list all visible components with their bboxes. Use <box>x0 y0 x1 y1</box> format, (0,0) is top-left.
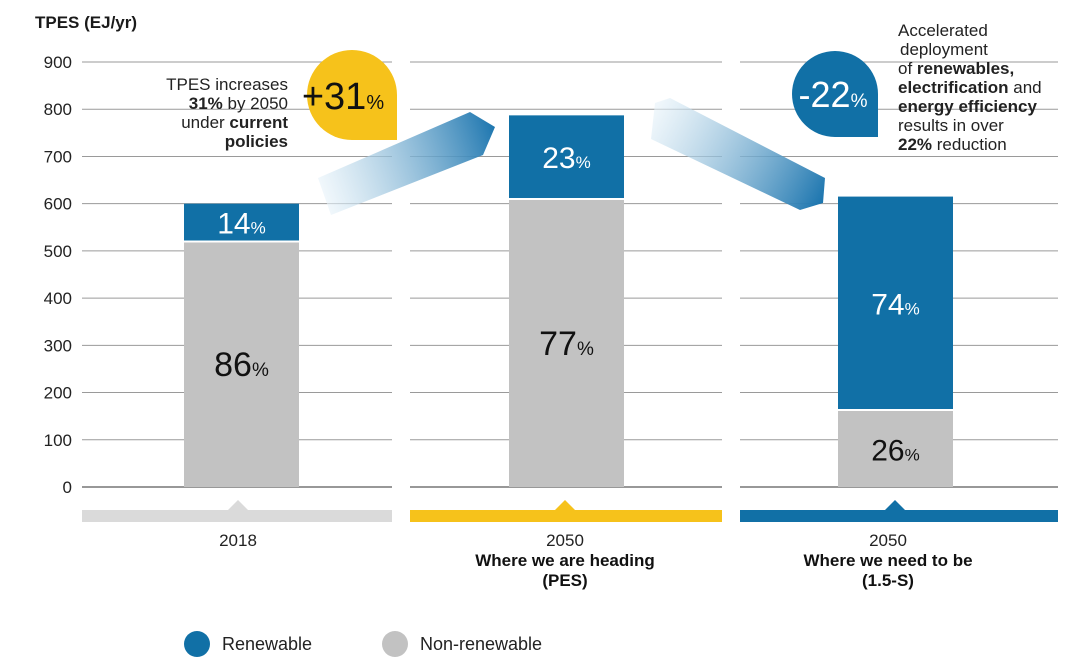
legend-nonrenewable-label: Non-renewable <box>420 633 543 654</box>
bar-label-renewable: 23% <box>542 142 591 175</box>
legend-renewable-label: Renewable <box>222 633 313 654</box>
category-band-pes-bar <box>410 510 722 522</box>
category-band-15s-bar <box>740 510 1058 522</box>
bar-label-renewable: 74% <box>871 288 920 321</box>
category-band-15s-marker <box>885 500 905 510</box>
bars: 86% 14% 77% 23% 26% 74% <box>184 115 953 487</box>
bar-label-nonrenewable: 86% <box>214 346 269 384</box>
increase-arrow <box>318 112 495 215</box>
annotation-right-electrification: electrification <box>898 78 1009 97</box>
y-tick-label: 400 <box>44 289 72 308</box>
category-label-pes-title: Where we are heading <box>475 551 655 570</box>
y-tick-label: 800 <box>44 100 72 119</box>
y-tick-label: 500 <box>44 242 72 261</box>
annotation-right-and: and <box>1008 78 1042 97</box>
legend-renewable-swatch <box>184 631 210 657</box>
increase-badge-shape <box>307 50 397 140</box>
legend-renewable: Renewable <box>184 630 312 658</box>
category-band-2018-marker <box>228 500 248 510</box>
decrease-badge-shape <box>792 51 878 137</box>
category-band-2018-bar <box>82 510 392 522</box>
category-band-pes-marker <box>555 500 575 510</box>
annotation-right-renewables: renewables, <box>916 59 1015 78</box>
annotation-right-reduction: reduction <box>932 135 1007 154</box>
category-label-pes-code: (PES) <box>542 571 587 590</box>
increase-badge-value: +31% <box>302 76 384 118</box>
annotation-right-line1: Accelerated <box>898 21 988 40</box>
legend-nonrenewable: Non-renewable <box>382 630 542 658</box>
y-tick-label: 300 <box>44 336 72 355</box>
annotation-left-current: current <box>229 113 288 132</box>
category-label-2018: 2018 <box>219 531 257 550</box>
y-tick-label: 200 <box>44 384 72 403</box>
annotation-left: TPES increases 31% by 2050 under current… <box>140 75 288 151</box>
y-tick-label: 100 <box>44 431 72 450</box>
annotation-left-line2: by 2050 <box>222 94 288 113</box>
bar-nonrenewable <box>509 198 624 487</box>
decrease-badge-value: -22% <box>799 74 868 115</box>
annotation-right-line3: of <box>898 59 917 78</box>
annotation-left-line1: TPES increases <box>166 75 288 94</box>
bar-label-renewable: 14% <box>217 208 266 241</box>
y-tick-label: 900 <box>44 53 72 72</box>
legend-nonrenewable-swatch <box>382 631 408 657</box>
category-band-pes <box>410 500 722 522</box>
y-axis-title: TPES (EJ/yr) <box>35 13 137 32</box>
bar-renewable <box>184 203 299 242</box>
bar-label-nonrenewable: 77% <box>539 325 594 363</box>
category-label-15s-title: Where we need to be <box>803 551 972 570</box>
bar-label-nonrenewable: 26% <box>871 435 920 468</box>
category-label-15s-code: (1.5-S) <box>862 571 914 590</box>
y-tick-label: 700 <box>44 147 72 166</box>
y-tick-label: 0 <box>63 478 72 497</box>
category-label-15s-year: 2050 <box>869 531 907 550</box>
annotation-left-policies: policies <box>224 132 288 151</box>
category-band-15s <box>740 500 1058 522</box>
bar-renewable <box>509 115 624 199</box>
bar-nonrenewable <box>838 410 953 487</box>
bar-renewable <box>838 196 953 411</box>
decrease-arrow <box>651 98 825 210</box>
annotation-right-efficiency: energy efficiency <box>898 97 1037 116</box>
annotation-right-line6: results in over <box>898 116 1004 135</box>
decrease-badge: -22% <box>792 51 878 137</box>
category-band-2018 <box>82 500 392 522</box>
annotation-left-line3: under <box>181 113 230 132</box>
category-label-pes-year: 2050 <box>546 531 584 550</box>
annotation-left-pct: 31% <box>188 94 223 113</box>
annotation-right-pct: 22% <box>898 135 933 154</box>
increase-badge: +31% <box>302 50 397 140</box>
annotation-right-line2: deployment <box>900 40 988 59</box>
y-axis-ticks: 900 800 700 600 500 400 300 200 100 0 <box>44 53 72 497</box>
annotation-right: Accelerated deployment of renewables, el… <box>898 21 1073 154</box>
y-tick-label: 600 <box>44 195 72 214</box>
bar-nonrenewable <box>184 241 299 487</box>
